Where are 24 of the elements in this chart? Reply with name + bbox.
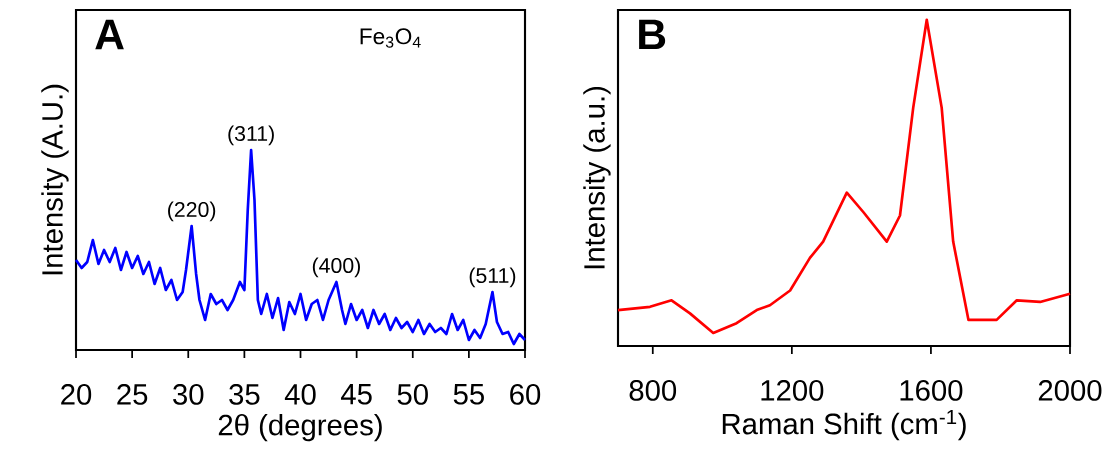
annotation: (400) — [312, 257, 360, 278]
y-axis-title: Intensity (a.u.) — [583, 86, 611, 269]
annotation: (311) — [228, 125, 274, 146]
x-tick-label: 1600 — [900, 380, 963, 401]
x-tick-label: 25 — [117, 384, 148, 405]
x-tick-label: 40 — [284, 384, 316, 405]
x-tick-label: 1200 — [761, 380, 824, 401]
x-tick-label: 55 — [453, 384, 484, 405]
annotation: (511) — [469, 267, 516, 288]
x-tick-label: 30 — [173, 384, 204, 405]
x-tick-label: 45 — [340, 384, 372, 405]
annotation: (220) — [168, 201, 216, 222]
x-tick-label: 2000 — [1038, 380, 1102, 401]
x-tick-label: 35 — [229, 384, 260, 405]
x-axis-title: 2θ (degrees) — [218, 413, 382, 442]
x-axis-title: Raman Shift (cm$^{-1}$) — [722, 409, 966, 441]
text: Fe$_{3}$O$_{4}$ — [360, 28, 421, 48]
chart-title: A — [95, 19, 124, 50]
x-tick-label: 50 — [397, 384, 428, 405]
x-tick-label: 800 — [629, 380, 677, 401]
y-axis-title: Intensity (A.U.) — [41, 84, 69, 275]
chart-title: B — [639, 19, 666, 50]
x-tick-label: 20 — [61, 384, 92, 405]
x-tick-label: 60 — [510, 384, 541, 405]
